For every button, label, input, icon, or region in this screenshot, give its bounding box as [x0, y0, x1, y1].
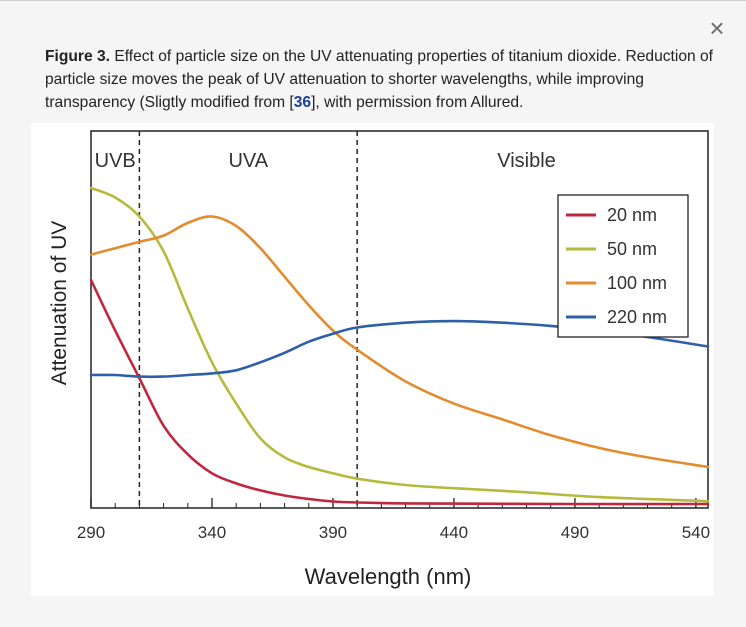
x-tick-label: 490 [561, 523, 589, 542]
x-axis-label: Wavelength (nm) [305, 564, 472, 589]
y-axis-label: Attenuation of UV [48, 221, 71, 386]
figure-label: Figure 3. [45, 48, 110, 65]
x-tick-label: 290 [77, 523, 105, 542]
plot-frame [90, 130, 709, 509]
region-label: Visible [497, 150, 556, 172]
x-tick-label: 440 [440, 523, 468, 542]
region-label: UVB [95, 150, 136, 172]
series-line-20-nm [89, 278, 710, 506]
figure-image: 290 340 390 440 490 540 UVB UVA Visible 20 nm 50 … [31, 123, 714, 596]
series-line-50-nm [89, 186, 710, 503]
caption-text-after: ], with permission from Allured. [311, 94, 524, 111]
region-label: UVA [228, 150, 268, 172]
legend-label: 20 nm [607, 205, 657, 225]
legend-label: 50 nm [607, 239, 657, 259]
series-line-100-nm [89, 215, 710, 469]
reference-link[interactable]: 36 [293, 94, 312, 111]
legend-label: 220 nm [607, 307, 667, 327]
x-tick-label: 340 [198, 523, 226, 542]
legend-label: 100 nm [607, 273, 667, 293]
close-icon[interactable]: × [709, 13, 725, 43]
series-line-220-nm [89, 319, 710, 379]
figure-caption: Figure 3. Effect of particle size on the… [45, 45, 715, 114]
uv-attenuation-chart: 290 340 390 440 490 540 UVB UVA Visible 20 nm 50 … [48, 130, 710, 589]
legend-box [557, 194, 689, 338]
x-tick-label: 390 [319, 523, 347, 542]
x-tick-label: 540 [682, 523, 710, 542]
caption-text-before: Effect of particle size on the UV attenu… [45, 48, 714, 111]
